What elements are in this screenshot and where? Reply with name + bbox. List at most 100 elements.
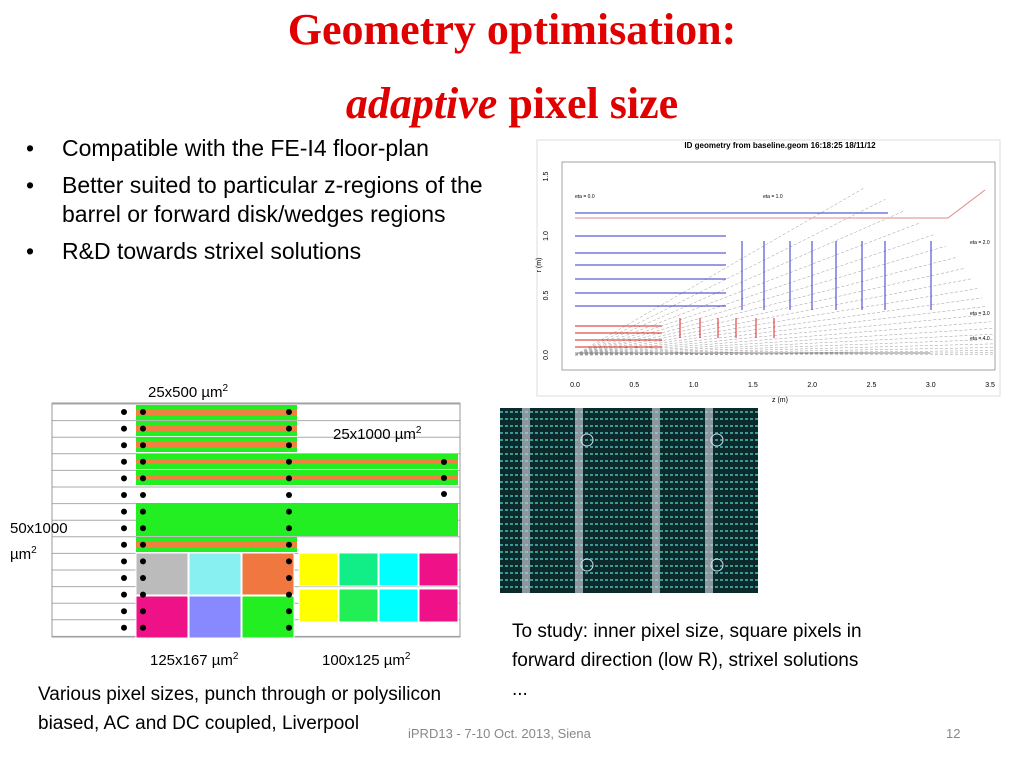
pixel-block <box>418 552 459 587</box>
bond-pad <box>140 608 146 615</box>
eta-line <box>574 257 956 356</box>
bond-pad <box>441 459 447 465</box>
bond-pad <box>140 442 146 449</box>
chip-layout <box>500 408 758 593</box>
pixel-block <box>298 588 339 623</box>
eta-label: eta = 4.0 <box>970 336 990 342</box>
bond-pad <box>140 575 146 581</box>
label-text: 25x500 µm <box>148 384 223 401</box>
envelope <box>947 189 986 219</box>
y-axis-label: r (m) <box>536 258 543 273</box>
y-tick-label: 1.5 <box>543 172 550 182</box>
bond-pad <box>121 608 127 615</box>
bond-pad <box>121 409 127 415</box>
pixel-block <box>298 552 339 587</box>
x-axis-label: z (m) <box>772 397 788 404</box>
chip-column <box>575 408 583 593</box>
y-tick-label: 0.0 <box>543 350 550 360</box>
pixel-block <box>188 552 242 596</box>
bullet: Better suited to particular z-regions of… <box>18 171 512 229</box>
bond-pad <box>286 442 292 449</box>
label-sup: 2 <box>404 651 411 662</box>
bond-pad <box>286 624 292 631</box>
chip-via <box>580 558 594 572</box>
eta-label: eta = 0.0 <box>575 194 595 200</box>
pixel-large <box>136 503 458 536</box>
bond-pad <box>286 475 292 482</box>
bond-pad <box>286 409 292 415</box>
x-tick-label: 0.5 <box>629 382 639 389</box>
label-text: 25x1000 µm <box>333 426 416 443</box>
bond-pad <box>140 458 146 465</box>
eta-label: eta = 3.0 <box>970 311 990 317</box>
x-tick-label: 3.0 <box>926 382 936 389</box>
eta-line <box>574 306 986 356</box>
x-tick-label: 2.5 <box>867 382 877 389</box>
x-tick-label: 0.0 <box>570 382 580 389</box>
title-italic: adaptive <box>345 79 498 128</box>
bond-pad <box>121 591 127 598</box>
pixel-block <box>378 552 419 587</box>
bond-pad <box>121 575 127 581</box>
footer-event: iPRD13 - 7-10 Oct. 2013, Siena <box>408 726 591 741</box>
bond-pad <box>140 525 146 532</box>
bond-pad <box>286 458 292 465</box>
bond-pad <box>286 558 292 565</box>
x-tick-label: 2.0 <box>807 382 817 389</box>
chip-column <box>652 408 660 593</box>
pixel-strip-core <box>136 475 458 480</box>
bond-pad <box>121 458 127 465</box>
bond-pad <box>286 492 292 498</box>
bond-pad <box>286 575 292 581</box>
pixel-block <box>241 595 295 639</box>
bond-pad <box>140 558 146 565</box>
title-rest: pixel size <box>508 79 679 128</box>
pixel-strip-core <box>136 410 297 415</box>
bullet: R&D towards strixel solutions <box>18 237 518 266</box>
plot-title: ID geometry from baseline.geom 16:18:25 … <box>684 141 876 150</box>
eta-line <box>574 297 982 356</box>
bond-pad <box>121 425 127 432</box>
bond-pad <box>140 475 146 482</box>
pixel-label: 25x1000 µm2 <box>333 425 421 443</box>
label-text: 50x1000 µm <box>10 520 68 563</box>
label-sup: 2 <box>232 651 239 662</box>
bond-pad <box>121 442 127 449</box>
bond-pad <box>121 508 127 515</box>
bond-pad <box>140 624 146 631</box>
bond-pad <box>121 525 127 532</box>
bond-pad <box>441 475 447 481</box>
bond-pad <box>121 492 127 498</box>
eta-line <box>574 268 965 356</box>
eta-line <box>574 234 934 356</box>
bond-pad <box>121 475 127 482</box>
bond-pad <box>286 608 292 615</box>
caption-left: Various pixel sizes, punch through or po… <box>38 684 442 734</box>
pixel-block <box>241 552 295 596</box>
pixel-block <box>378 588 419 623</box>
chip-via <box>710 558 724 572</box>
eta-line <box>574 246 946 356</box>
pixel-label: 25x500 µm2 <box>148 383 228 401</box>
eta-line <box>574 199 886 356</box>
pixel-label: 125x167 µm2 <box>150 651 238 669</box>
label-sup: 2 <box>415 425 422 436</box>
label-sup: 2 <box>222 383 229 394</box>
pixel-strip-core <box>136 542 297 547</box>
caption-right: To study: inner pixel size, square pixel… <box>512 621 862 700</box>
bond-pad <box>286 541 292 548</box>
bond-pad <box>140 541 146 548</box>
pixel-block <box>135 552 189 596</box>
eta-label: eta = 2.0 <box>970 240 990 246</box>
pixel-block <box>135 595 189 639</box>
label-text: 125x167 µm <box>150 652 233 669</box>
eta-label: eta = 1.0 <box>763 194 783 200</box>
x-tick-label: 1.0 <box>689 382 699 389</box>
eta-line <box>574 288 978 356</box>
bond-pad <box>140 409 146 415</box>
bond-pad <box>121 558 127 565</box>
bond-pad <box>286 525 292 532</box>
pixel-label: 50x1000 µm2 <box>10 518 85 566</box>
eta-line <box>574 187 865 356</box>
